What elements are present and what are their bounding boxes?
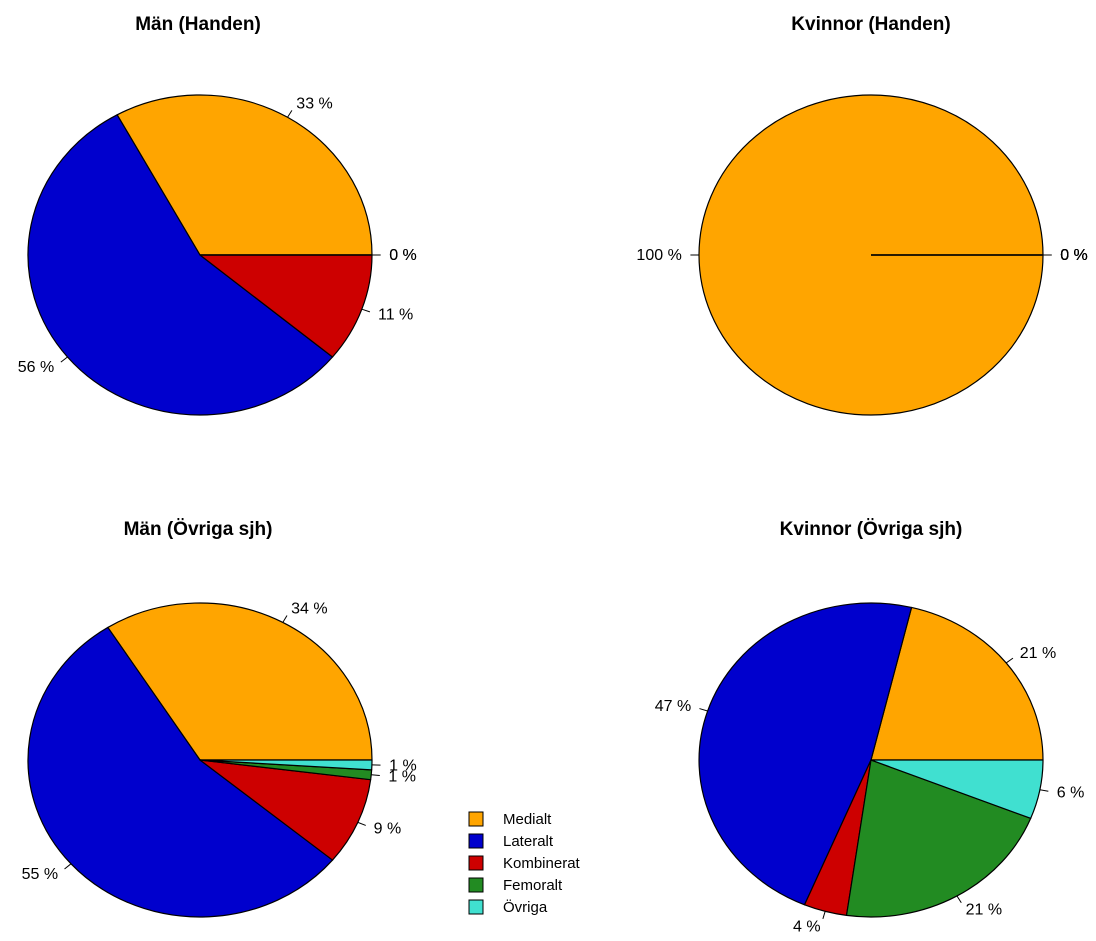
slice-label-vriga: 6 %: [1057, 785, 1085, 802]
pie-chart-1: Män (Handen)33 %56 %11 %0 %0 %: [18, 14, 417, 415]
label-tick-femoralt: [371, 775, 380, 776]
label-tick-medialt: [288, 110, 292, 117]
label-tick-lateralt: [699, 709, 707, 711]
legend-swatch-vriga: [469, 900, 483, 914]
legend-swatch-medialt: [469, 812, 483, 826]
legend-label-lateralt: Lateralt: [503, 833, 554, 850]
pie-chart-3: Män (Övriga sjh)34 %55 %9 %1 %1 %: [22, 519, 417, 917]
slice-label-kombinerat: 9 %: [374, 821, 402, 838]
chart-title: Kvinnor (Handen): [791, 14, 950, 35]
slice-label-vriga: 1 %: [389, 757, 417, 774]
pie-chart-4: Kvinnor (Övriga sjh) 21 % 47 % 4 % 21 % 6 %: [655, 519, 1085, 935]
chart-title: Män (Övriga sjh): [124, 519, 273, 540]
label-tick-lateralt: [61, 357, 68, 362]
legend-swatch-femoralt: [469, 878, 483, 892]
pie-chart-2: Kvinnor (Handen)100 %0 %0 %0 %0 %: [636, 14, 1087, 415]
slice-label-femoralt: 21 %: [966, 902, 1002, 919]
legend: Medialt Lateralt Kombinerat Femoralt Övriga: [469, 811, 581, 916]
slice-label-medialt: 33 %: [296, 96, 332, 113]
slice-label-vriga: 0 %: [389, 247, 417, 264]
label-tick-kombinerat: [823, 911, 825, 919]
slice-label-vriga: 0 %: [1060, 247, 1088, 264]
slice-label-medialt: 34 %: [291, 601, 327, 618]
slice-label-lateralt: 47 %: [655, 698, 691, 715]
legend-swatch-kombinerat: [469, 856, 483, 870]
label-tick-medialt: [1006, 658, 1013, 663]
slice-label-medialt: 21 %: [1020, 645, 1056, 662]
label-tick-lateralt: [65, 864, 71, 869]
slice-label-lateralt: 56 %: [18, 359, 54, 376]
slice-label-kombinerat: 4 %: [793, 918, 821, 935]
slice-label-kombinerat: 11 %: [378, 307, 413, 324]
label-tick-vriga: [1040, 790, 1048, 791]
label-tick-kombinerat: [358, 822, 366, 825]
label-tick-kombinerat: [362, 309, 370, 312]
legend-label-vriga: Övriga: [503, 898, 548, 916]
label-tick-femoralt: [957, 896, 961, 903]
label-tick-medialt: [283, 616, 287, 623]
legend-label-femoralt: Femoralt: [503, 877, 563, 894]
legend-swatch-lateralt: [469, 834, 483, 848]
chart-title: Kvinnor (Övriga sjh): [780, 519, 963, 540]
legend-label-medialt: Medialt: [503, 811, 552, 828]
chart-title: Män (Handen): [135, 14, 261, 35]
slice-label-medialt: 100 %: [636, 247, 681, 264]
slice-label-lateralt: 55 %: [22, 866, 58, 883]
legend-label-kombinerat: Kombinerat: [503, 855, 581, 872]
